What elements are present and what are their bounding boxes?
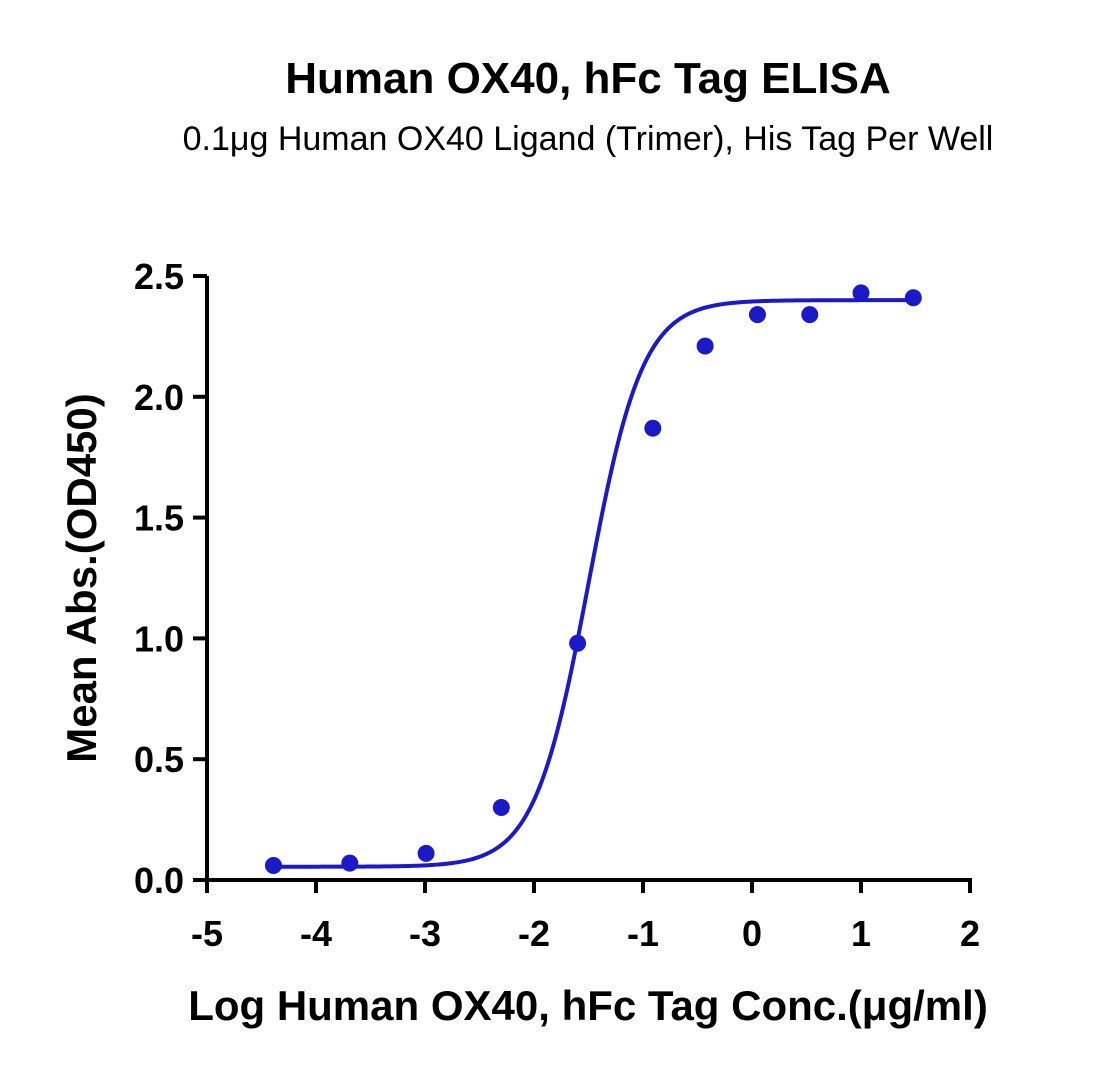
data-point (852, 284, 870, 302)
data-point (904, 289, 922, 307)
y-tick-label: 1.0 (134, 618, 184, 659)
chart-title: Human OX40, hFc Tag ELISA (285, 54, 891, 103)
y-tick-label: 0.0 (134, 860, 184, 901)
fit-curve (273, 298, 914, 869)
data-point (801, 306, 819, 324)
y-tick-label: 1.5 (134, 498, 184, 539)
data-point (569, 634, 587, 652)
data-point (748, 306, 766, 324)
x-tick-label: 2 (960, 913, 980, 954)
y-tick-label: 2.0 (134, 377, 184, 418)
data-point (644, 419, 662, 437)
y-axis-label: Mean Abs.(OD450) (58, 393, 105, 763)
data-point (696, 337, 714, 355)
x-ticks: -5 -4 -3 -2 -1 0 1 2 (191, 880, 980, 954)
x-axis-label: Log Human OX40, hFc Tag Conc.(μg/ml) (188, 982, 988, 1029)
chart-subtitle: 0.1μg Human OX40 Ligand (Trimer), His Ta… (183, 120, 994, 158)
x-tick-label: 0 (742, 913, 762, 954)
x-tick-label: -4 (300, 913, 332, 954)
x-tick-label: -5 (191, 913, 223, 954)
x-tick-label: -2 (518, 913, 550, 954)
y-ticks: 0.0 0.5 1.0 1.5 2.0 2.5 (134, 256, 207, 901)
x-tick-label: -1 (627, 913, 659, 954)
data-point (492, 799, 510, 817)
y-tick-label: 0.5 (134, 739, 184, 780)
x-tick-label: 1 (851, 913, 871, 954)
data-points (264, 284, 922, 875)
axes (205, 276, 972, 882)
x-tick-label: -3 (409, 913, 441, 954)
y-tick-label: 2.5 (134, 256, 184, 297)
data-point (264, 857, 282, 875)
data-point (341, 854, 359, 872)
data-point (417, 844, 435, 862)
